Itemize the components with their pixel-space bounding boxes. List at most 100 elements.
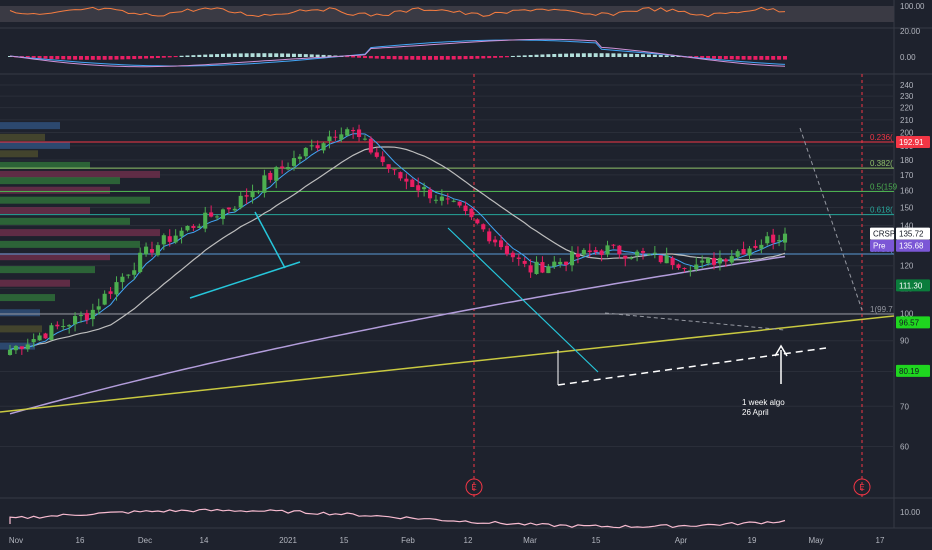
macd-histogram [8,53,787,60]
macd-bar [55,56,60,60]
rsi-tick-100: 100.00 [900,2,925,11]
fib-label: 0.618( [870,206,893,215]
volume-profile-bar [0,266,95,274]
candle-body [19,346,24,349]
candle-body [676,264,681,268]
candle-body [37,335,42,341]
candle-body [765,236,770,244]
macd-bar [286,53,291,57]
macd-bar [487,56,492,59]
candle-body [333,136,338,138]
candle-body [457,201,462,206]
macd-bar [469,56,474,59]
candle-body [735,251,740,257]
price-badge-bg [896,135,930,148]
candle-body [398,172,403,179]
volume-profile-bar [0,133,45,141]
support-dashed-line [557,347,827,386]
macd-bar [504,56,509,58]
candle-body [510,252,515,258]
macd-bar [315,54,320,57]
ma-200-line [9,255,786,415]
candle-body [422,187,427,190]
macd-bar [575,53,580,57]
candle-body [96,306,101,310]
candle-body [782,233,788,243]
price-badge-label: 135.68 [899,242,924,251]
candle-body [445,198,450,200]
candle-body [149,249,155,253]
candle-body [599,250,604,255]
candle-body [552,261,557,267]
macd-bar [617,53,622,57]
macd-bar [108,56,113,60]
candle-body [617,245,622,255]
macd-bar [191,55,196,57]
x-tick-label: 19 [748,536,757,545]
macd-bar [558,53,563,57]
candle-body [368,138,373,153]
candle-body [262,175,267,193]
macd-bar [712,56,717,59]
pane-separators [0,0,932,529]
volume-profile-bar [0,186,110,194]
macd-bar [250,53,255,57]
x-tick-label: 17 [876,536,885,545]
candle-body [102,293,107,305]
macd-bar [605,53,610,57]
candle-body [711,258,717,265]
candle-body [120,276,125,283]
x-tick-label: Feb [401,536,415,545]
candle-body [291,158,297,166]
y-tick-label: 150 [900,204,914,213]
candle-body [215,216,220,218]
macd-bar [753,56,758,60]
macd-bar [646,54,651,57]
y-tick-label: 120 [900,262,914,271]
fib-label: 1(99.7 [870,305,893,314]
macd-bar [398,56,403,60]
macd-bar [481,56,486,59]
candle-body [327,136,332,142]
volume-profile-bar [0,207,90,215]
candle-body [640,250,646,253]
candle-body [652,252,657,254]
macd-bar [114,56,119,60]
macd-bar [706,56,711,59]
candle-body [226,207,231,210]
macd-bar [132,56,137,60]
macd-bar [783,56,787,60]
macd-bar [534,54,539,57]
candle-body [404,178,409,182]
price-badge-bg [896,316,930,329]
candle-body [256,190,261,193]
macd-bar [410,56,415,60]
macd-bar [274,53,279,57]
earnings-marker-2: E [853,478,871,496]
candle-body [303,147,308,157]
candle-body [646,254,651,256]
candle-body [167,236,172,242]
candle-body [55,324,60,327]
candle-body [522,260,527,264]
macd-bar [741,56,746,60]
macd-bar [759,56,764,60]
candle-body [232,208,237,211]
candle-body [380,156,385,163]
price-badge-label: Pre [873,242,886,251]
macd-bar [587,53,592,57]
macd-bar [280,53,285,57]
candle-body [315,145,320,149]
macd-bar [611,53,616,57]
macd-bar [321,54,326,57]
candle-body [345,129,350,136]
candle-body [493,239,498,243]
macd-bar [463,56,468,60]
price-badge-label: 96.57 [899,318,920,327]
macd-bar [700,56,705,59]
macd-bar [593,53,598,57]
candle-body [274,167,279,181]
macd-bar [380,56,385,59]
macd-bar [102,56,107,60]
